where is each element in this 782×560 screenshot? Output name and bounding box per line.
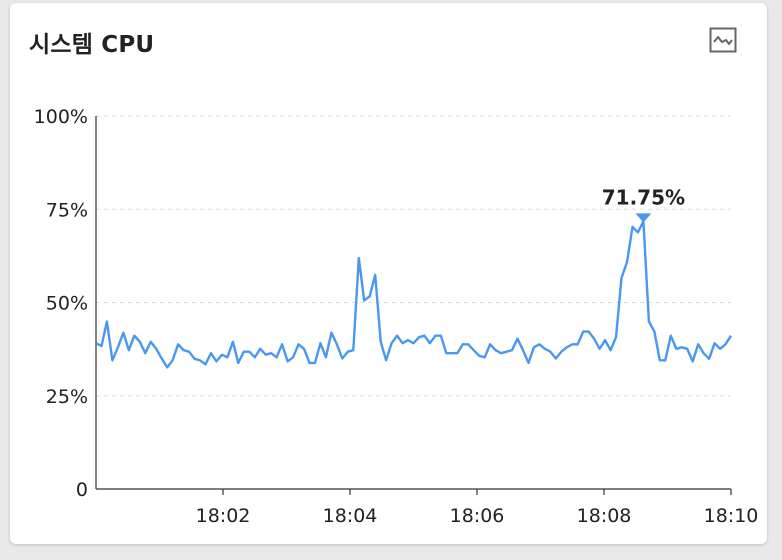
cpu-line-chart: 0 25% 50% 75% 100% 18:02 18:04 18:06 18:08 18:10… [34, 106, 759, 527]
y-tick-label: 50% [46, 293, 88, 315]
series-layer [95, 220, 733, 369]
x-tick-label: 18:08 [577, 505, 632, 527]
peak-annotation: 71.75% [602, 185, 685, 223]
peak-value-label: 71.75% [602, 185, 685, 209]
system-cpu-card: 시스템 CPU 0 25% 50% 75% 100% 18:02 18:04 18:06 18… [10, 3, 767, 544]
x-tick-label: 18:06 [450, 505, 505, 527]
series-line [95, 220, 733, 369]
x-tick-label: 18:04 [323, 505, 378, 527]
x-tick-label: 18:02 [196, 505, 251, 527]
chart-axes [95, 116, 731, 490]
line-chart-icon[interactable] [709, 27, 737, 53]
y-axis-ticks: 0 25% 50% 75% 100% [34, 106, 88, 501]
y-tick-label: 75% [46, 199, 88, 221]
peak-marker [635, 213, 652, 223]
grid-lines [96, 115, 731, 397]
card-title: 시스템 CPU [29, 32, 155, 58]
y-tick-label: 0 [76, 479, 88, 501]
x-tick-label: 18:10 [704, 505, 759, 527]
y-tick-label: 100% [34, 106, 88, 128]
y-tick-label: 25% [46, 386, 88, 408]
x-axis-ticks: 18:02 18:04 18:06 18:08 18:10 [196, 489, 759, 527]
